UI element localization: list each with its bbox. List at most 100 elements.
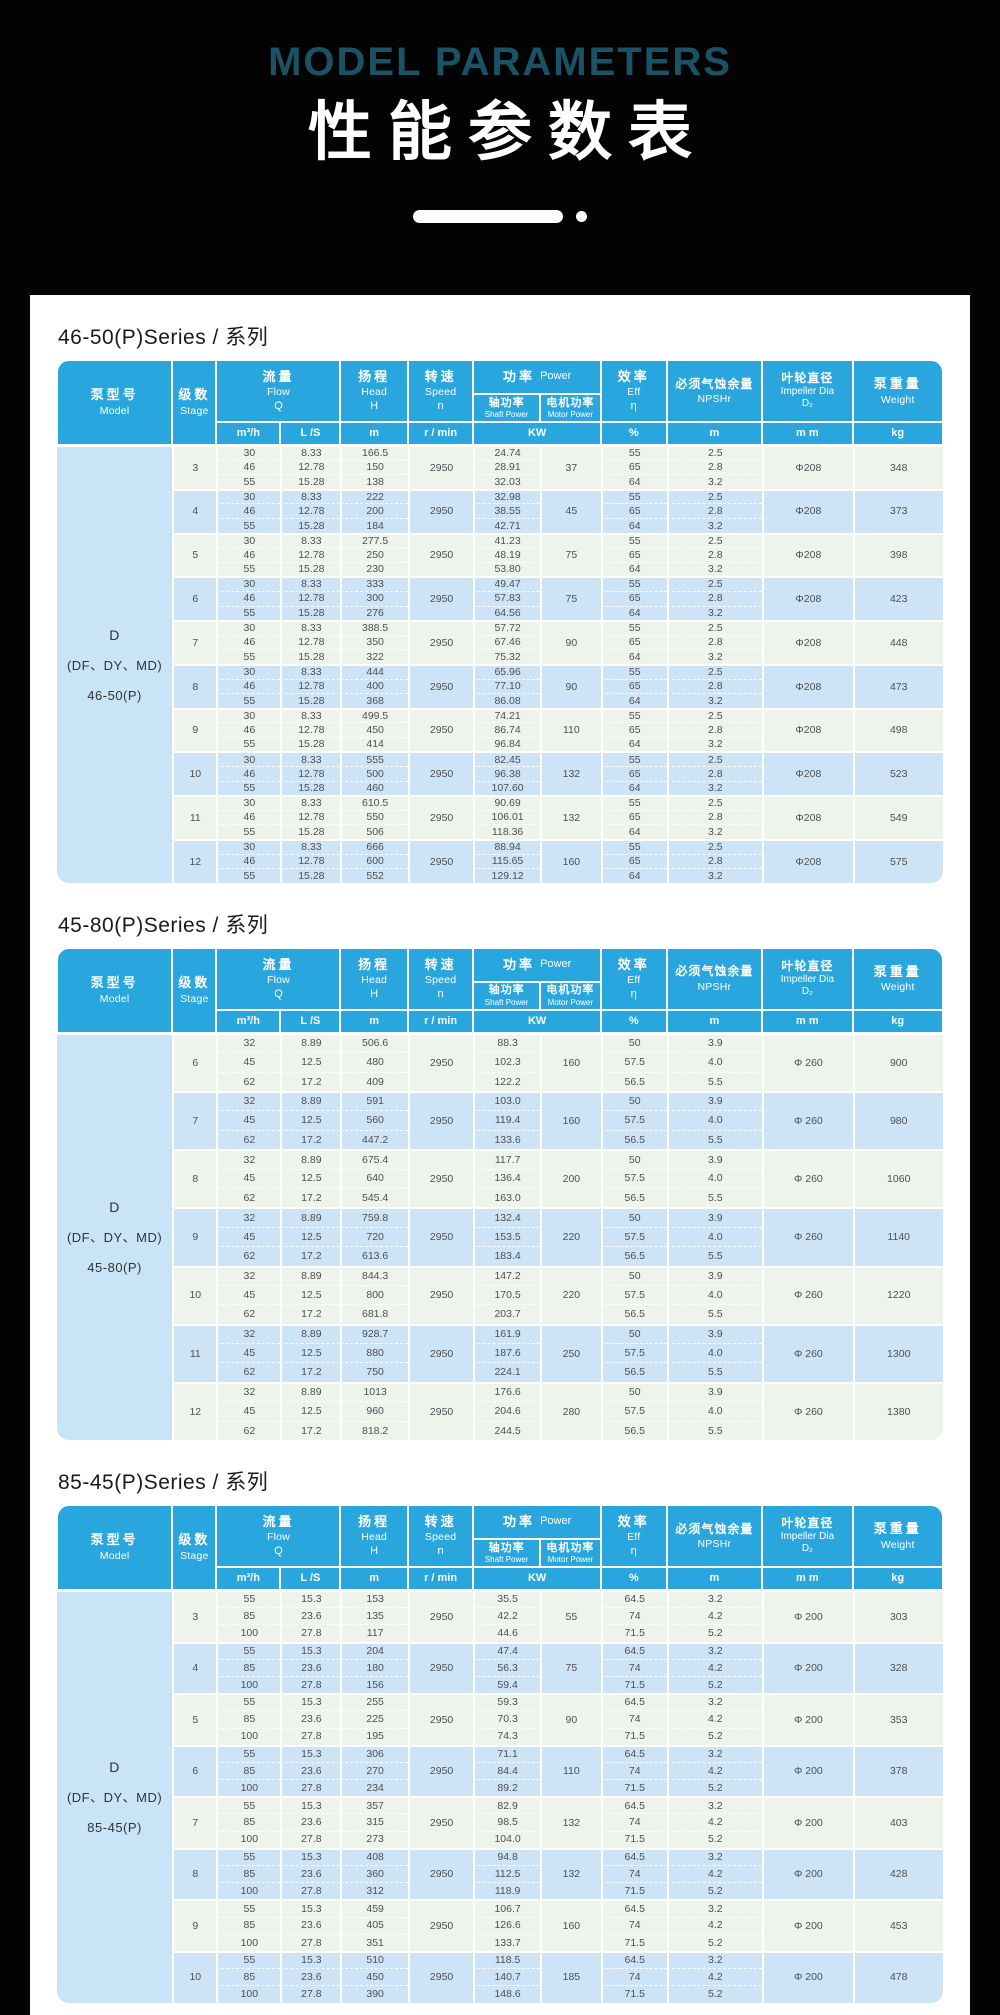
npshr-cell: 3.2	[666, 1847, 763, 1866]
npshr-cell: 5.2	[666, 1882, 763, 1900]
npshr-cell: 3.9	[666, 1207, 763, 1227]
flow-m3h-cell: 55	[216, 1590, 281, 1608]
eff-cell: 50	[600, 1265, 667, 1285]
flow-m3h-cell: 85	[216, 1813, 281, 1831]
col-header-eff: 效率 Eff η	[600, 947, 667, 1010]
speed-cell: 2950	[407, 1693, 474, 1745]
motor-power-cell: 200	[539, 1149, 601, 1208]
col-header-weight: 泵重量 Weight	[852, 947, 943, 1010]
stage-label-1: Stage	[180, 1550, 209, 1563]
shaft-power-cell: 117.7	[473, 1149, 540, 1169]
npshr-cell: 4.2	[666, 1865, 763, 1883]
npshr-cell: 4.2	[666, 1607, 763, 1625]
npshr-cell: 5.5	[666, 1187, 763, 1208]
flow-m3h-cell: 30	[216, 839, 281, 854]
flow-m3h-cell: 55	[216, 1641, 281, 1659]
stage-cell: 3	[172, 445, 217, 489]
npshr-cell: 3.2	[666, 736, 763, 752]
flow-label-2: Q	[274, 400, 283, 412]
eff-cell: 74	[600, 1865, 667, 1883]
page-title: 性能参数表	[308, 96, 708, 168]
flow-ls-cell: 12.78	[280, 766, 341, 781]
npshr-cell: 2.8	[666, 503, 763, 518]
flow-ls-cell: 8.89	[280, 1323, 341, 1344]
flow-ls-cell: 12.5	[280, 1401, 341, 1421]
unit-head: m	[340, 1009, 408, 1033]
eff-cell: 57.5	[600, 1110, 667, 1130]
stage-cell: 11	[172, 1323, 217, 1382]
model-label-0: 泵型号	[90, 387, 139, 403]
shaft-power-cell: 133.7	[473, 1933, 540, 1951]
npshr-cell: 2.5	[666, 795, 763, 810]
weight-cell: 1220	[852, 1265, 943, 1324]
eff-cell: 64.5	[600, 1796, 667, 1814]
npshr-cell: 4.0	[666, 1284, 763, 1305]
divider-bar	[413, 209, 563, 223]
impeller-label-0: 叶轮直径	[781, 1516, 834, 1531]
head-cell: 234	[340, 1779, 408, 1797]
flow-m3h-cell: 30	[216, 532, 281, 548]
npshr-cell: 5.2	[666, 1933, 763, 1951]
shaft-power-cell: 163.0	[473, 1187, 540, 1208]
shaft-power-cell: 57.83	[473, 590, 540, 606]
flow-m3h-cell: 62	[216, 1420, 281, 1441]
head-cell: 156	[340, 1675, 408, 1694]
weight-label-1: Weight	[880, 1538, 915, 1551]
flow-ls-cell: 8.33	[280, 707, 341, 723]
eff-cell: 64	[600, 605, 667, 621]
flow-ls-cell: 8.89	[280, 1149, 341, 1169]
weight-cell: 1140	[852, 1207, 943, 1266]
flow-ls-cell: 12.78	[280, 853, 341, 869]
speed-cell: 2950	[407, 1899, 474, 1951]
flow-m3h-cell: 46	[216, 590, 281, 606]
eff-cell: 50	[600, 1381, 667, 1402]
flow-m3h-cell: 45	[216, 1168, 281, 1188]
eff-cell: 56.5	[600, 1129, 667, 1150]
flow-m3h-cell: 85	[216, 1968, 281, 1986]
col-header-motor-power: 电机功率 Motor Power	[539, 981, 601, 1010]
eff-cell: 64	[600, 649, 667, 664]
stage-cell: 9	[172, 707, 217, 752]
speed-cell: 2950	[407, 707, 474, 752]
npshr-cell: 3.2	[666, 1744, 763, 1762]
shaft-power-cell: 82.9	[473, 1796, 540, 1814]
unit-weight: kg	[852, 1009, 943, 1033]
speed-label-2: n	[437, 987, 444, 1000]
flow-m3h-cell: 46	[216, 678, 281, 694]
eff-cell: 50	[600, 1323, 667, 1344]
flow-m3h-cell: 100	[216, 1830, 281, 1848]
unit-impeller: m m	[762, 1567, 853, 1591]
unit-npshr: m	[666, 1009, 763, 1033]
unit-flow-ls: L /S	[280, 1567, 341, 1591]
col-header-eff: 效率 Eff η	[600, 360, 667, 422]
flow-m3h-cell: 55	[216, 474, 281, 489]
eff-cell: 57.5	[600, 1226, 667, 1247]
unit-impeller: m m	[762, 422, 853, 445]
unit-head: m	[340, 422, 408, 445]
flow-m3h-cell: 62	[216, 1362, 281, 1382]
npshr-cell: 5.2	[666, 1624, 763, 1642]
eff-cell: 64	[600, 868, 667, 883]
npshr-cell: 3.2	[666, 517, 763, 533]
unit-flow-m3h: m³/h	[216, 1009, 281, 1033]
weight-cell: 549	[852, 795, 943, 840]
npshr-cell: 4.0	[666, 1052, 763, 1072]
shaft-power-cell: 42.71	[473, 517, 540, 533]
motor-power-cell: 75	[539, 1641, 601, 1694]
eff-cell: 64.5	[600, 1590, 667, 1608]
flow-m3h-cell: 85	[216, 1761, 281, 1780]
shaft-power-cell: 88.3	[473, 1032, 540, 1053]
col-header-speed: 转速 Speed n	[407, 1505, 474, 1568]
flow-ls-cell: 17.2	[280, 1187, 341, 1208]
weight-cell: 900	[852, 1032, 943, 1091]
unit-power: KW	[473, 422, 601, 445]
npshr-cell: 3.2	[666, 693, 763, 708]
eff-label-1: Eff	[627, 1531, 641, 1544]
head-cell: 117	[340, 1624, 408, 1642]
flow-m3h-cell: 55	[216, 780, 281, 796]
flow-m3h-cell: 85	[216, 1710, 281, 1728]
flow-ls-cell: 12.5	[280, 1168, 341, 1188]
shaft-power-cell: 82.45	[473, 751, 540, 767]
weight-cell: 575	[852, 839, 943, 883]
col-header-motor-power: 电机功率 Motor Power	[539, 394, 601, 422]
